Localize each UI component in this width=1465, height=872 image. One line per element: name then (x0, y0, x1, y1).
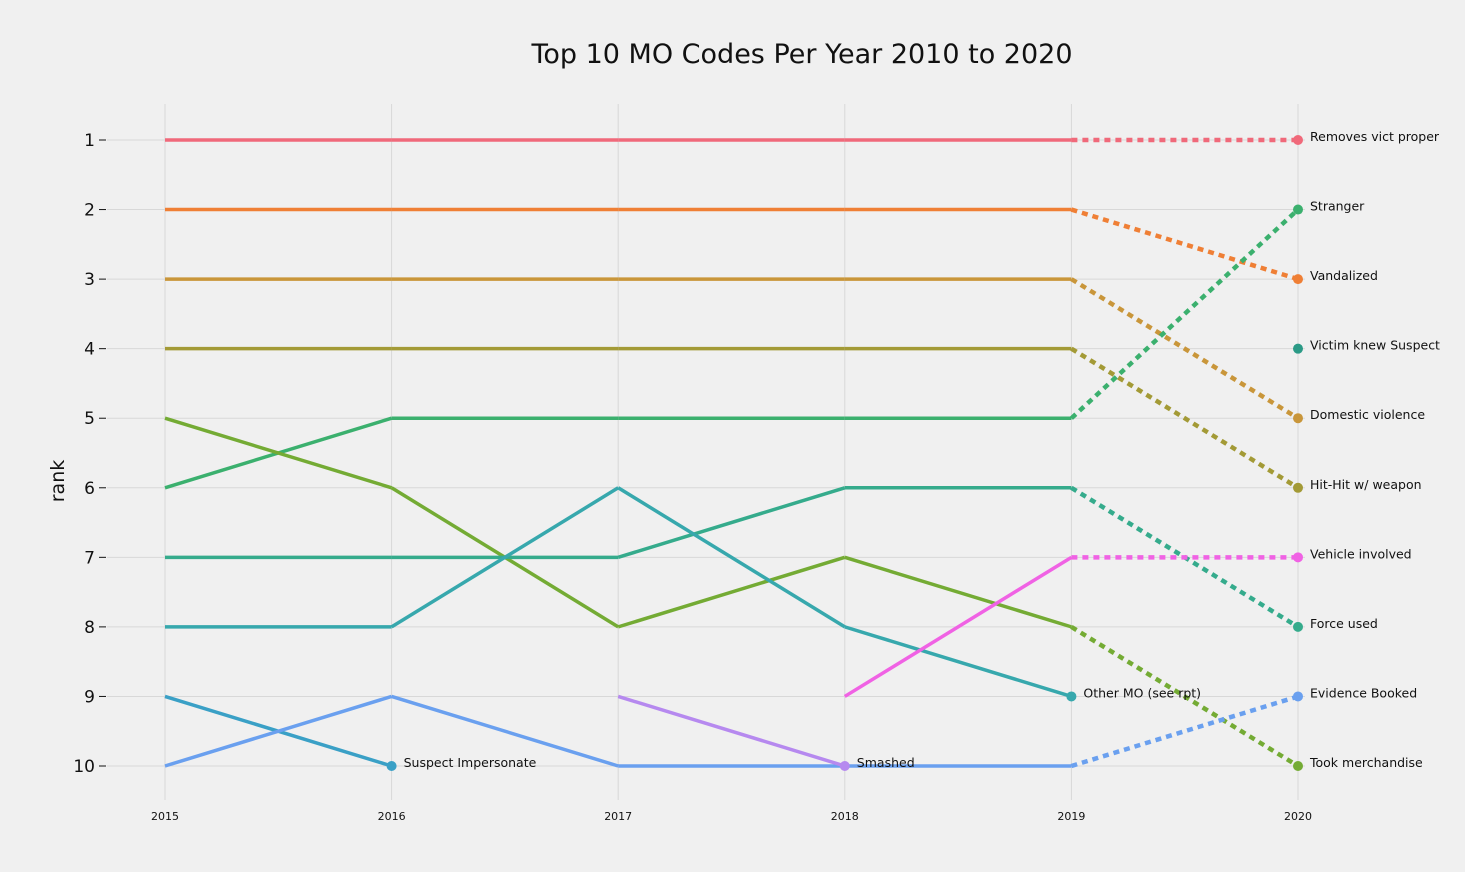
series-end-point (1293, 204, 1303, 215)
series-2 (165, 277, 1303, 424)
y-axis-ticks: 1 2 3 4 5 6 7 8 9 10 (73, 131, 106, 777)
series-3 (165, 346, 1303, 493)
series-4 (164, 204, 1303, 490)
y-tick-label: 7 (84, 548, 95, 568)
y-tick-label: 4 (84, 340, 95, 360)
series-end-point (1293, 135, 1303, 145)
series-7 (165, 486, 1077, 702)
series-label: Evidence Booked (1310, 685, 1417, 700)
y-tick-label: 8 (84, 618, 95, 638)
series-12 (1293, 343, 1303, 354)
series-label: Vandalized (1310, 268, 1378, 283)
series-segment (1070, 346, 1300, 490)
series-label: Force used (1310, 616, 1378, 631)
series-label: Vehicle involved (1310, 546, 1412, 561)
series-8 (164, 694, 397, 771)
series-end-point (839, 761, 850, 771)
series-label: Victim knew Suspect (1310, 338, 1440, 353)
x-tick-label: 2017 (604, 810, 632, 823)
series-end-point (1293, 552, 1303, 563)
series-label: Domestic violence (1310, 407, 1425, 422)
series-segment (1070, 277, 1300, 421)
series-segment (391, 694, 619, 768)
series-end-point (1293, 482, 1303, 493)
y-tick-label: 5 (84, 409, 95, 429)
y-axis-label: rank (47, 460, 69, 503)
series-end-point (1293, 274, 1303, 285)
series-end-point (1293, 413, 1303, 424)
series-segment (1070, 207, 1299, 282)
series-segment (1070, 694, 1299, 769)
series-label: Other MO (see rpt) (1083, 685, 1201, 700)
series-label: Hit-Hit w/ weapon (1310, 477, 1422, 492)
series-end-point (1066, 691, 1077, 702)
y-tick-label: 3 (84, 270, 95, 290)
chart-title: Top 10 MO Codes Per Year 2010 to 2020 (530, 39, 1072, 70)
series-end-point (1293, 761, 1303, 771)
series-end-point (1293, 691, 1303, 702)
x-tick-label: 2019 (1057, 810, 1085, 823)
x-tick-label: 2015 (151, 810, 179, 823)
y-tick-label: 1 (84, 131, 95, 151)
series-segment (617, 486, 846, 629)
series-end-point (386, 761, 397, 771)
series-label: Suspect Impersonate (404, 755, 537, 770)
x-tick-label: 2018 (831, 810, 859, 823)
series-segment (617, 694, 846, 768)
x-tick-label: 2016 (378, 810, 406, 823)
series-end-point (1293, 343, 1303, 354)
x-axis-ticks: 2015 2016 2017 2018 2019 2020 (151, 810, 1312, 823)
x-tick-label: 2020 (1284, 810, 1312, 823)
series-segment (617, 555, 846, 629)
series-11 (843, 552, 1303, 698)
y-tick-label: 9 (84, 687, 95, 707)
series-segment (1070, 624, 1300, 768)
y-tick-label: 2 (84, 201, 95, 221)
end-labels: Removes vict proper Vandalized Domestic vi… (404, 129, 1440, 770)
series-0 (165, 135, 1303, 145)
series-10 (617, 694, 850, 771)
series-label: Stranger (1310, 199, 1365, 214)
series-end-point (1293, 621, 1303, 632)
series-label: Removes vict proper (1310, 129, 1440, 144)
series-segment (1069, 207, 1300, 420)
series-segment (844, 625, 1072, 699)
series-segment (843, 555, 1073, 698)
y-tick-label: 10 (73, 757, 95, 777)
series-segment (390, 486, 620, 629)
y-tick-label: 6 (84, 479, 95, 499)
series (164, 135, 1303, 771)
series-segment (164, 416, 393, 490)
series-9 (164, 691, 1303, 769)
series-5 (164, 416, 1303, 771)
series-label: Smashed (857, 755, 915, 770)
series-label: Took merchandise (1309, 755, 1423, 770)
series-1 (165, 207, 1303, 285)
series-segment (844, 555, 1072, 629)
series-segment (617, 486, 846, 560)
series-segment (164, 694, 393, 768)
